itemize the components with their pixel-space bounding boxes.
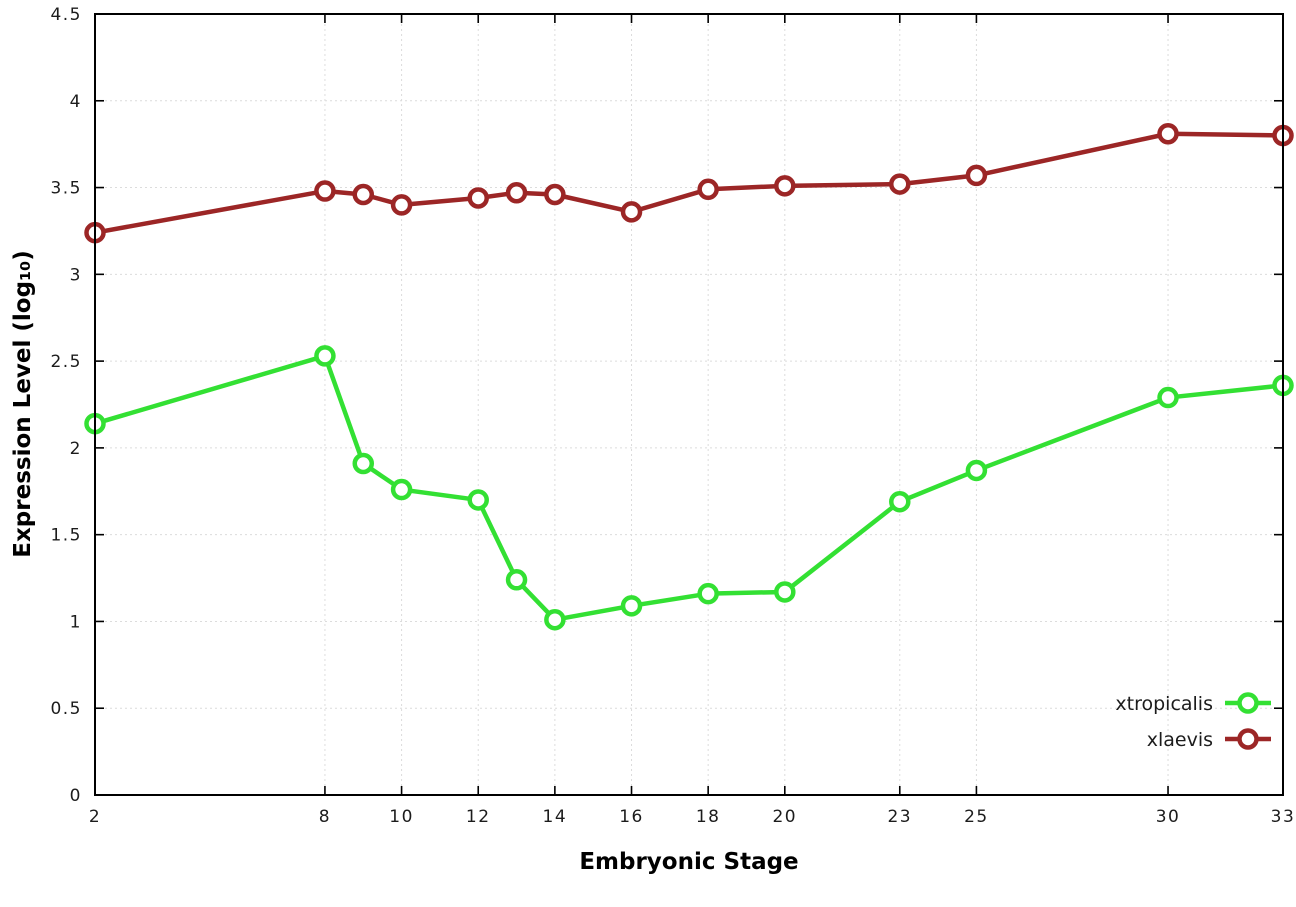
data-point-marker [467,187,489,209]
data-point-marker [505,182,528,204]
y-tick-label: 1.5 [50,526,82,546]
tick-labels: 2 8 10 12 14 16 18 20 23 25 30 33 0 0.5 1 1.5 2 2.5 3 3.5 4 4… [50,5,1296,827]
data-point-marker [889,173,911,195]
data-point-marker [774,581,796,603]
data-point-marker [467,489,489,511]
axis-ticks [94,13,1284,796]
x-tick-label: 8 [319,807,331,827]
plot-border-rect [94,13,1284,796]
x-tick-label: 10 [389,807,414,827]
data-point-marker [314,345,336,367]
y-tick-label: 0.5 [50,699,82,719]
x-tick-label: 23 [887,807,912,827]
legend-sample-marker [1237,692,1259,714]
x-tick-label: 20 [772,807,797,827]
x-tick-label: 25 [964,807,989,827]
data-point-marker [505,569,528,591]
series-line [92,353,1286,622]
y-tick-label: 2.5 [50,352,82,372]
x-tick-label: 14 [543,807,568,827]
data-point-marker [620,595,643,617]
y-tick-label: 1 [70,612,82,632]
y-tick-label: 3.5 [50,179,82,199]
data-point-marker [1157,123,1179,145]
data-point-marker [314,180,336,202]
data-point-marker [620,201,643,223]
x-tick-label: 30 [1156,807,1181,827]
data-point-marker [390,194,413,216]
x-tick-label: 16 [619,807,644,827]
data-point-marker [352,452,375,475]
series-line [92,131,1286,235]
y-tick-label: 4 [70,92,82,112]
legend-label-xtropicalis: xtropicalis [1115,693,1213,715]
y-axis-title: Expression Level (log₁₀) [10,250,36,557]
y-tick-label: 4.5 [50,5,82,25]
series-xlaevis [84,123,1294,244]
data-point-marker [390,478,413,501]
data-point-marker [697,582,719,605]
data-point-marker [774,175,796,197]
data-point-marker [544,608,566,631]
x-tick-label: 2 [89,807,101,827]
x-tick-label: 12 [466,807,491,827]
gridlines [94,13,1284,796]
legend: xtropicalis xlaevis [1115,692,1271,751]
y-tick-label: 2 [70,439,82,459]
data-point-marker [352,183,375,206]
y-tick-label: 3 [70,265,82,285]
data-point-marker [965,459,988,482]
data-point-marker [1157,386,1179,409]
data-point-marker [889,490,911,513]
x-tick-label: 33 [1271,807,1296,827]
x-axis-title: Embryonic Stage [579,849,798,875]
legend-sample-marker [1237,728,1259,750]
data-point-marker [544,183,566,206]
y-tick-label: 0 [70,786,82,806]
data-point-marker [697,178,719,201]
legend-label-xlaevis: xlaevis [1147,729,1213,751]
x-tick-label: 18 [696,807,721,827]
plot-border [94,13,1284,796]
series-xtropicalis [84,345,1294,631]
data-point-marker [965,164,988,187]
